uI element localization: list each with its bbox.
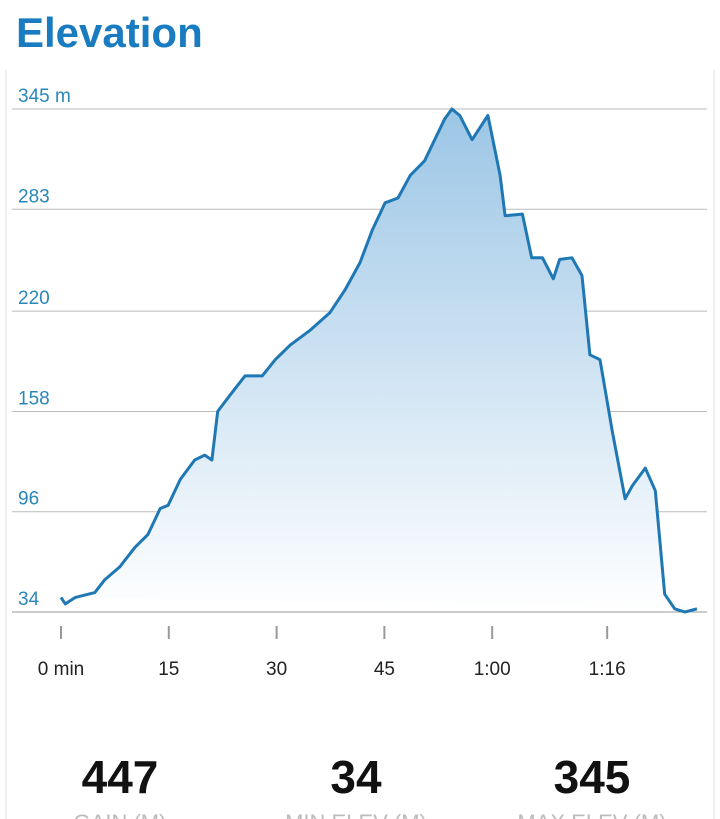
y-tick-label: 220 [18,288,50,309]
x-tick-label: 1:16 [589,659,626,680]
x-tick-label: 0 min [38,659,84,680]
y-tick-label: 283 [18,186,50,207]
x-tick-label: 15 [158,659,179,680]
x-tick-label: 1:00 [474,659,511,680]
x-tick-label: 30 [266,659,287,680]
stat-value: 447 [82,751,159,803]
y-tick-label: 345 m [18,86,71,107]
stat-value: 34 [330,751,382,803]
elevation-area [59,107,698,614]
y-tick-label: 158 [18,388,50,409]
stat-label: MIN ELEV (M) [285,810,427,819]
stat-label: GAIN (M) [74,810,167,819]
y-tick-label: 96 [18,489,39,510]
chart-title: Elevation [16,9,203,56]
y-tick-label: 34 [18,589,40,610]
stat-label: MAX ELEV (M) [517,810,666,819]
stat-value: 345 [554,751,631,803]
x-tick-label: 45 [374,659,395,680]
